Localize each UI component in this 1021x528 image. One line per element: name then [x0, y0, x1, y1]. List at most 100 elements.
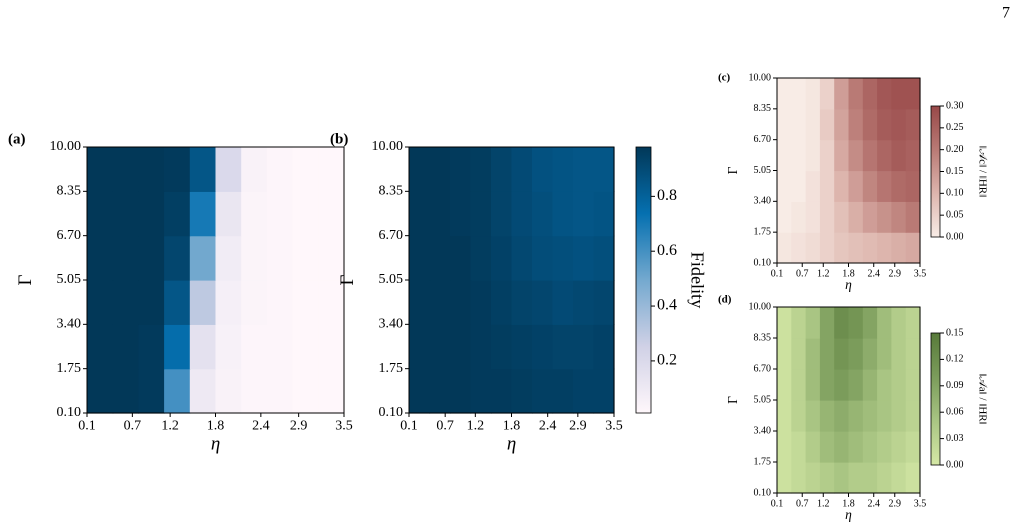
heat-cell: [552, 235, 574, 281]
heat-cell: [87, 191, 114, 237]
panel-label: (d): [718, 294, 732, 306]
x-tick-label: 2.4: [539, 419, 557, 434]
heat-cell: [848, 108, 864, 141]
y-tick-label: 10.00: [749, 301, 772, 312]
heat-cell: [470, 324, 492, 370]
heat-cell: [429, 235, 451, 281]
heat-cell: [266, 368, 294, 414]
y-tick-label: 8.35: [754, 332, 772, 343]
panel-label: (b): [330, 131, 348, 147]
y-tick-label: 6.70: [379, 228, 404, 243]
heat-cell: [891, 201, 907, 233]
page-number: 7: [1002, 5, 1010, 22]
heat-cell: [266, 235, 294, 281]
heat-cell: [470, 280, 492, 325]
heat-cell: [511, 280, 533, 325]
heat-cell: [532, 235, 554, 281]
y-tick-label: 3.40: [57, 317, 82, 332]
heat-cell: [819, 400, 835, 432]
heat-cell: [491, 235, 513, 281]
heat-cell: [877, 201, 892, 233]
y-tick-label: 1.75: [754, 226, 772, 237]
heat-cell: [164, 147, 191, 192]
colorbar-tick-label: 0.8: [657, 187, 677, 204]
heat-cell: [189, 191, 217, 237]
y-tick-label: 0.10: [754, 257, 772, 268]
heat-cell: [891, 400, 907, 432]
heat-cell: [241, 147, 268, 192]
heat-cell: [862, 232, 878, 264]
colorbar-tick-label: 0.00: [946, 231, 964, 242]
heat-cell: [905, 139, 921, 172]
heat-cell: [834, 170, 850, 202]
heat-cell: [834, 462, 850, 494]
heat-cell: [429, 324, 451, 370]
heat-cell: [819, 170, 835, 202]
heat-cell: [189, 324, 217, 370]
heat-cell: [791, 78, 807, 110]
heat-cell: [805, 431, 821, 463]
heat-cell: [532, 147, 554, 192]
x-axis-label: η: [845, 277, 852, 292]
heat-cell: [805, 78, 821, 110]
heat-cell: [791, 170, 807, 202]
x-tick-label: 3.5: [914, 498, 927, 509]
heat-cell: [292, 324, 319, 370]
heat-cell: [450, 368, 472, 414]
heat-cell: [848, 431, 864, 463]
heat-cell: [532, 280, 554, 325]
y-tick-label: 1.75: [754, 456, 772, 467]
x-tick-label: 3.5: [605, 419, 623, 434]
heat-cell: [552, 368, 574, 414]
heat-cell: [593, 324, 615, 370]
heat-cell: [87, 147, 114, 192]
heat-cell: [877, 431, 892, 463]
heat-cell: [905, 338, 921, 370]
heat-cell: [805, 201, 821, 233]
heat-cell: [777, 78, 792, 110]
y-tick-label: 5.05: [754, 394, 772, 405]
colorbar-label: ‖𝒜c‖ / ‖HR‖: [976, 146, 988, 197]
y-tick-label: 6.70: [754, 363, 772, 374]
x-tick-label: 2.9: [569, 419, 587, 434]
x-tick-label: 2.4: [252, 419, 270, 434]
heat-cell: [164, 324, 191, 370]
heat-cell: [450, 235, 472, 281]
y-tick-label: 0.10: [754, 487, 772, 498]
heat-cell: [164, 280, 191, 325]
heat-cell: [777, 307, 792, 339]
heat-cell: [805, 338, 821, 370]
heat-cell: [573, 147, 595, 192]
heat-cell: [905, 201, 921, 233]
y-tick-label: 6.70: [57, 228, 82, 243]
heat-cell: [552, 191, 574, 237]
heat-cell: [429, 191, 451, 237]
heat-cell: [292, 191, 319, 237]
heat-cell: [593, 235, 615, 281]
heat-cell: [266, 147, 294, 192]
heat-cell: [511, 324, 533, 370]
heat-cell: [905, 232, 921, 264]
heat-cell: [877, 338, 892, 370]
y-tick-label: 3.40: [379, 317, 404, 332]
heat-cell: [834, 400, 850, 432]
heat-cell: [593, 147, 615, 192]
y-tick-label: 3.40: [754, 196, 772, 207]
heat-cell: [112, 191, 139, 237]
heat-cell: [877, 78, 892, 110]
heat-cell: [805, 170, 821, 202]
heat-cell: [241, 368, 268, 414]
heat-cell: [791, 338, 807, 370]
heat-cell: [805, 307, 821, 339]
heat-cell: [450, 280, 472, 325]
heat-cell: [318, 368, 345, 414]
x-tick-label: 2.4: [867, 268, 880, 279]
heat-cell: [819, 232, 835, 264]
colorbar-tick-label: 0.00: [946, 459, 964, 470]
colorbar-tick-label: 0.05: [946, 209, 964, 220]
heat-cell: [429, 280, 451, 325]
heat-cell: [318, 147, 345, 192]
heat-cell: [905, 170, 921, 202]
heat-cell: [862, 201, 878, 233]
